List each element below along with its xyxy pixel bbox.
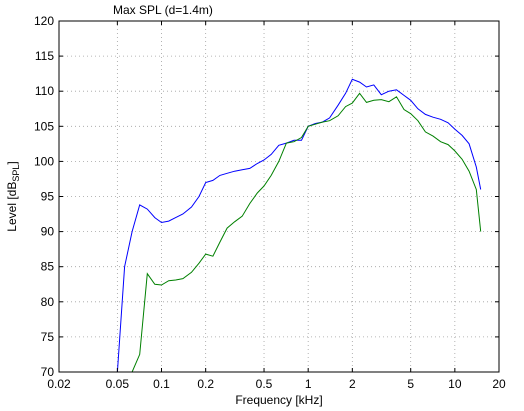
tick-marks xyxy=(58,20,500,373)
y-axis-label-sub: SPL xyxy=(11,165,21,182)
y-tick-label: 70 xyxy=(41,365,55,379)
x-tick-label: 0.1 xyxy=(153,377,170,391)
x-tick-label: 0.2 xyxy=(197,377,214,391)
x-tick-label: 20 xyxy=(492,377,506,391)
x-tick-labels: 0.02 0.05 0.1 0.2 0.5 1 2 5 10 20 xyxy=(47,377,506,391)
x-axis-label: Frequency [kHz] xyxy=(235,393,322,407)
y-tick-label: 110 xyxy=(35,84,54,98)
series-line-1 xyxy=(116,78,482,372)
x-tick-label: 0.02 xyxy=(47,377,71,391)
y-tick-labels: 70 75 80 85 90 95 100 105 110 115 120 xyxy=(34,14,54,379)
y-tick-label: 115 xyxy=(35,49,54,63)
y-tick-label: 85 xyxy=(41,260,55,274)
y-axis-label-main: Level [dB xyxy=(5,182,19,232)
y-tick-label: 90 xyxy=(41,225,55,239)
y-tick-label: 105 xyxy=(34,119,54,133)
y-tick-label: 120 xyxy=(34,14,54,28)
x-tick-label: 5 xyxy=(407,377,414,391)
x-tick-label: 0.05 xyxy=(106,377,130,391)
y-tick-label: 75 xyxy=(41,330,55,344)
x-tick-label: 2 xyxy=(349,377,356,391)
y-tick-label: 100 xyxy=(34,154,54,168)
x-tick-label: 0.5 xyxy=(256,377,273,391)
y-tick-label: 95 xyxy=(41,190,55,204)
x-tick-label: 1 xyxy=(305,377,312,391)
x-tick-label: 10 xyxy=(448,377,462,391)
series-line-2 xyxy=(131,92,482,372)
series-layer xyxy=(116,78,482,372)
y-axis-label: Level [dBSPL] xyxy=(5,161,21,231)
y-axis-label-end: ] xyxy=(5,161,19,164)
chart-title: Max SPL (d=1.4m) xyxy=(113,3,213,17)
y-tick-label: 80 xyxy=(41,295,55,309)
